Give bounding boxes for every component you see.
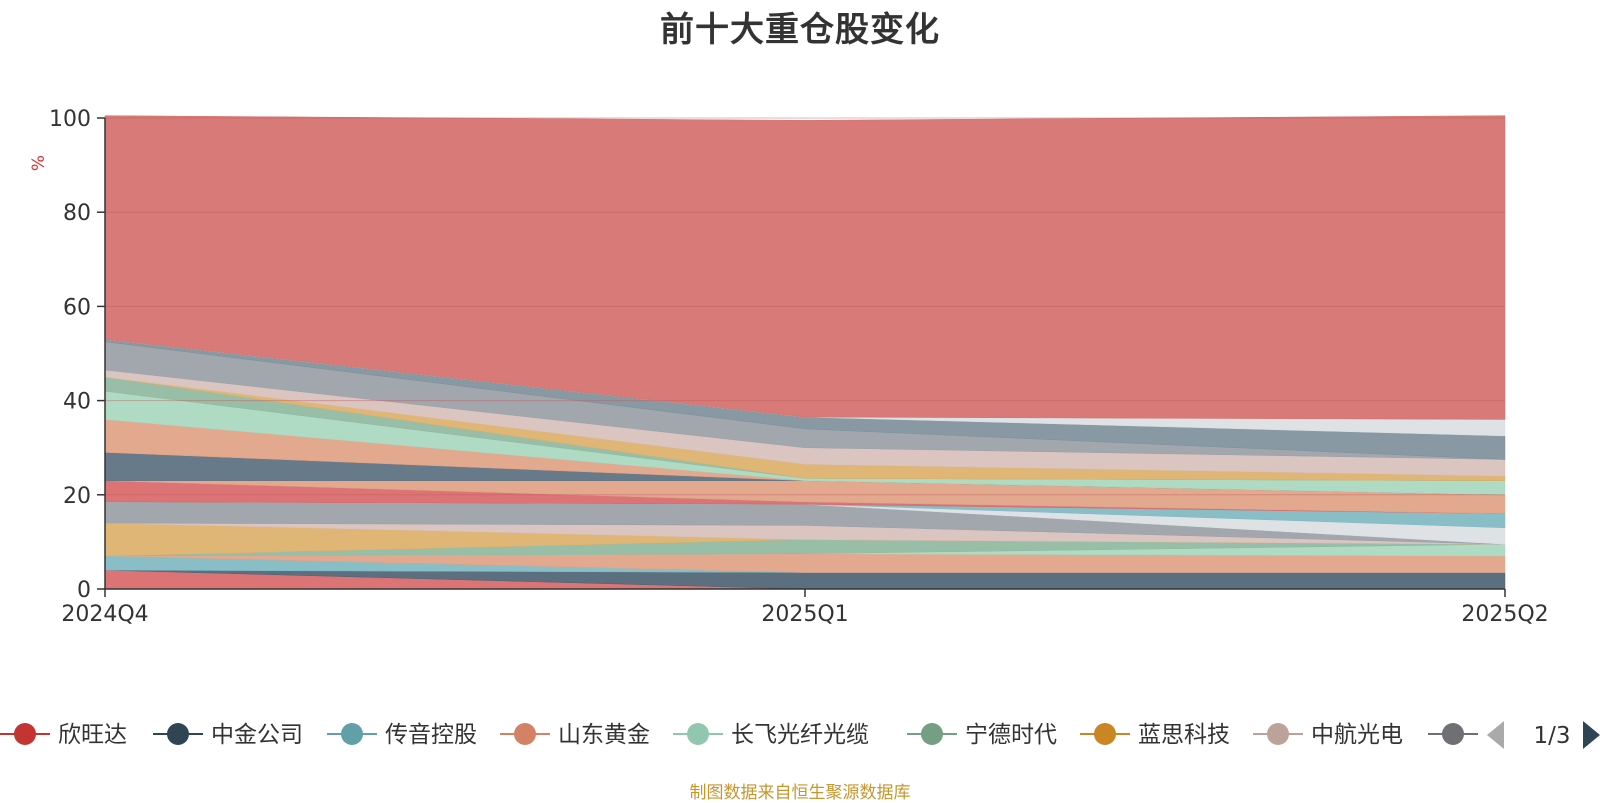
y-axis-label: % xyxy=(29,155,49,171)
legend-next-page-button[interactable] xyxy=(1583,721,1600,749)
gridlines xyxy=(105,117,1505,496)
legend-label-7: 中航光电 xyxy=(1311,722,1403,748)
y-tick-label-4: 80 xyxy=(63,201,91,226)
x-tick-label-0: 2024Q4 xyxy=(61,602,148,627)
legend-item-6[interactable]: 蓝思科技 xyxy=(1080,722,1230,748)
legend-marker-1 xyxy=(167,723,189,745)
legend-page-indicator: 1/3 xyxy=(1533,723,1570,749)
legend-item-0[interactable]: 欣旺达 xyxy=(0,722,127,748)
legend-marker-3 xyxy=(514,723,536,745)
x-tick-label-2: 2025Q2 xyxy=(1461,602,1548,627)
legend-label-5: 宁德时代 xyxy=(965,722,1057,748)
legend-marker-8 xyxy=(1442,723,1464,745)
chart-title: 前十大重仓股变化 xyxy=(660,10,940,50)
legend-item-3[interactable]: 山东黄金 xyxy=(500,722,650,748)
legend-marker-0 xyxy=(14,723,36,745)
legend-prev-page-button[interactable] xyxy=(1487,721,1504,749)
legend-label-4: 长飞光纤光缆 xyxy=(731,722,869,748)
legend-marker-5 xyxy=(921,723,943,745)
x-tick-label-1: 2025Q1 xyxy=(761,602,848,627)
legend-label-1: 中金公司 xyxy=(211,722,303,748)
y-tick-label-1: 20 xyxy=(63,484,91,509)
x-ticks: 2024Q4 2025Q1 2025Q2 xyxy=(61,589,1549,627)
legend-label-6: 蓝思科技 xyxy=(1138,722,1230,748)
legend-item-1[interactable]: 中金公司 xyxy=(153,722,303,748)
legend-marker-4 xyxy=(687,723,709,745)
legend-item-5[interactable]: 宁德时代 xyxy=(907,722,1057,748)
source-note: 制图数据来自恒生聚源数据库 xyxy=(689,783,911,803)
legend-item-4[interactable]: 长飞光纤光缆 xyxy=(673,722,869,748)
y-ticks: 0 20 40 60 80 100 xyxy=(49,107,105,603)
legend-marker-2 xyxy=(341,723,363,745)
stacked-areas xyxy=(104,115,1506,590)
legend-label-3: 山东黄金 xyxy=(558,722,650,748)
legend-item-7[interactable]: 中航光电 xyxy=(1253,722,1403,748)
y-tick-label-2: 40 xyxy=(63,390,91,415)
legend-item-2[interactable]: 传音控股 xyxy=(327,722,477,748)
y-tick-label-5: 100 xyxy=(49,107,91,132)
legend-marker-6 xyxy=(1094,723,1116,745)
legend-marker-7 xyxy=(1267,723,1289,745)
y-tick-label-0: 0 xyxy=(77,578,91,603)
legend-item-8[interactable] xyxy=(1428,723,1478,745)
legend: 欣旺达 中金公司 传音控股 山东黄金 长飞光纤光缆 宁德时代 蓝思科技 中航光电 1/3 xyxy=(0,721,1600,749)
legend-label-2: 传音控股 xyxy=(385,722,477,748)
y-tick-label-3: 60 xyxy=(63,295,91,320)
legend-label-0: 欣旺达 xyxy=(58,722,127,748)
